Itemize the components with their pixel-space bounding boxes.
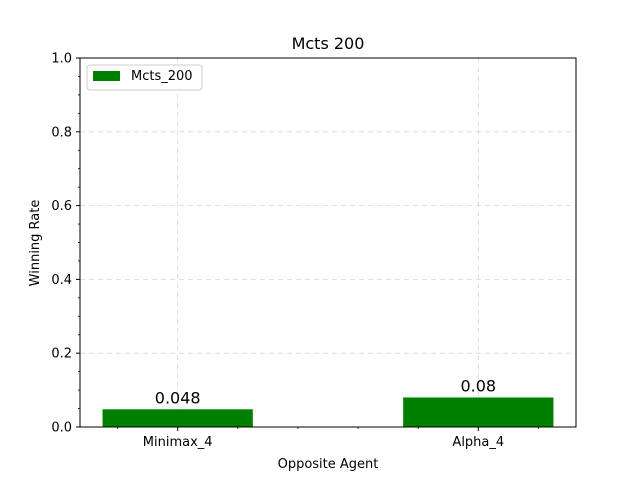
x-tick-label: Minimax_4 <box>143 435 213 450</box>
y-tick-label: 0.2 <box>51 347 72 362</box>
data-label: 0.08 <box>460 376 496 395</box>
data-labels: 0.048 0.08 <box>155 376 496 407</box>
x-axis-label: Opposite Agent <box>278 457 379 472</box>
y-tick-label: 0.6 <box>51 199 72 214</box>
grid-lines <box>80 57 576 428</box>
chart-title: Mcts 200 <box>292 34 365 53</box>
bar-alpha-4 <box>403 397 554 427</box>
legend-swatch <box>93 71 120 81</box>
y-axis: 0.0 0.2 0.4 0.6 0.8 1.0 <box>51 52 80 436</box>
x-tick-label: Alpha_4 <box>452 435 504 450</box>
bars <box>102 397 554 427</box>
y-tick-label: 0.4 <box>51 273 72 288</box>
y-axis-label: Winning Rate <box>28 200 43 287</box>
y-tick-label: 0.0 <box>51 421 72 436</box>
plot-area-frame <box>79 57 577 428</box>
x-axis: Minimax_4 Alpha_4 <box>117 427 539 450</box>
legend: Mcts_200 <box>86 64 203 91</box>
y-tick-label: 1.0 <box>51 52 72 67</box>
legend-label: Mcts_200 <box>131 69 193 84</box>
y-tick-label: 0.8 <box>51 125 72 140</box>
bar-minimax-4 <box>102 409 253 427</box>
data-label: 0.048 <box>155 388 201 407</box>
